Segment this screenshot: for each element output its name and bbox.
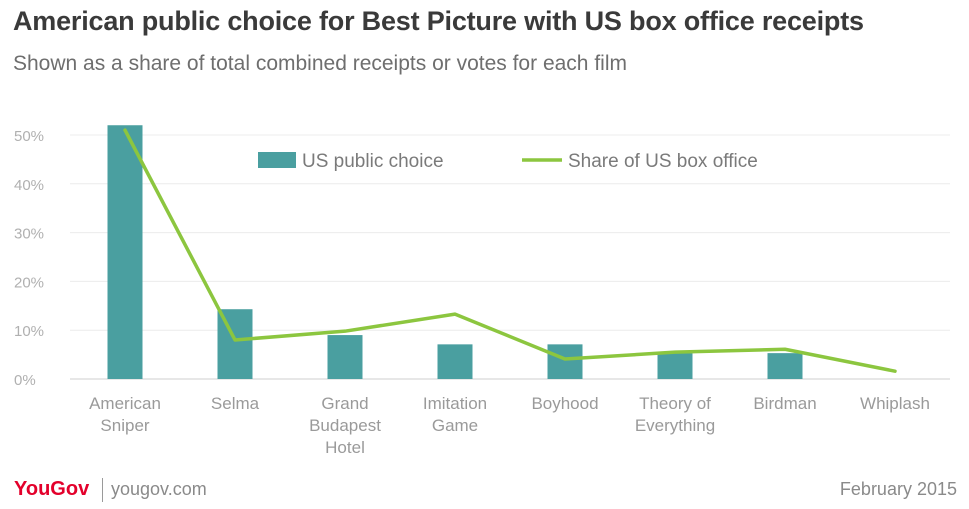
bar [327,335,363,379]
y-tick-label: 30% [14,226,44,243]
y-tick-label: 40% [14,177,44,194]
footer-date: February 2015 [839,479,957,499]
x-tick-label: Selma [211,394,260,413]
legend-swatch-bar [258,152,296,168]
series-line [123,128,897,373]
legend-label: Share of US box office [568,151,758,172]
x-tick-label: Grand Budapest Hotel [309,394,381,457]
y-tick-label: 50% [14,128,44,145]
x-tick-label: Boyhood [531,394,598,413]
bar [657,353,693,379]
x-tick-label: American Sniper [89,394,161,435]
x-tick-label: Theory of Everything [635,394,715,435]
chart-title: American public choice for Best Picture … [13,6,864,36]
y-tick-label: 0% [14,372,36,389]
footer-divider [102,478,103,502]
bar [107,125,143,380]
chart-subtitle: Shown as a share of total combined recei… [13,52,627,75]
x-tick-label: Imitation Game [423,394,487,435]
bar [437,344,473,379]
bar [547,344,583,379]
x-tick-label: Birdman [753,394,816,413]
footer-site: yougov.com [111,479,207,499]
y-tick-label: 10% [14,323,44,340]
y-tick-label: 20% [14,274,44,291]
chart-header: American public choice for Best Picture … [0,0,969,86]
legend-label: US public choice [302,151,444,172]
plot-area [0,86,969,460]
yougov-logo: YouGov [14,478,90,500]
bar [767,353,803,379]
x-tick-label: Whiplash [860,394,930,413]
